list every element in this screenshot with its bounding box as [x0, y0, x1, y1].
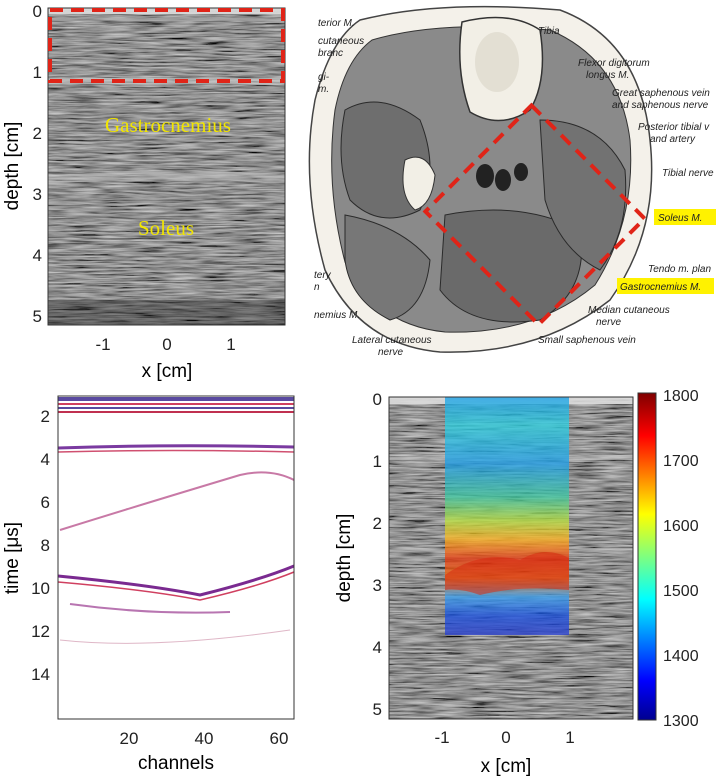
x-tick: 60	[270, 729, 289, 748]
anatomy-label: m.	[318, 84, 329, 95]
gastrocnemius-highlight	[617, 278, 714, 294]
ultrasound-x-label: x [cm]	[142, 361, 193, 382]
y-tick: 4	[373, 638, 382, 657]
anatomy-label: Small saphenous vein	[538, 335, 636, 346]
y-tick: 2	[33, 124, 42, 143]
ultrasound-y-label: depth [cm]	[2, 122, 23, 211]
anatomy-label: nerve	[596, 317, 621, 328]
anatomy-panel: terior M. cutaneous branc gi- m. Tibia F…	[308, 5, 716, 358]
anatomy-label: and artery	[650, 134, 696, 145]
y-tick: 0	[33, 2, 42, 21]
rf-panel: 2 4 6 8 10 12 14 20 40 60 time [μs] chan…	[2, 395, 295, 774]
y-tick: 0	[373, 390, 382, 409]
anatomy-label: and saphenous nerve	[612, 100, 709, 111]
sos-overlay	[445, 397, 569, 635]
colorbar-tick: 1500	[663, 583, 699, 600]
y-tick: 14	[31, 665, 50, 684]
x-tick: 1	[565, 728, 574, 747]
rf-y-ticks: 2 4 6 8 10 12 14	[31, 407, 50, 684]
colorbar-ticks: 1800 1700 1600 1500 1400 1300	[663, 388, 699, 730]
anatomy-label-gastrocnemius: Gastrocnemius M.	[620, 282, 701, 293]
y-tick: 5	[373, 700, 382, 719]
rf-x-label: channels	[138, 753, 214, 774]
y-tick: 8	[41, 536, 50, 555]
x-tick: 20	[120, 729, 139, 748]
colorbar-tick: 1600	[663, 518, 699, 535]
soleus-highlight	[654, 209, 716, 225]
anatomy-label: Tibial nerve	[662, 168, 714, 179]
gastrocnemius-label: Gastrocnemius	[105, 113, 231, 137]
y-tick: 6	[41, 493, 50, 512]
y-tick: 4	[41, 450, 50, 469]
colorbar-tick: 1400	[663, 648, 699, 665]
y-tick: 3	[33, 185, 42, 204]
anatomy-labels: terior M. cutaneous branc gi- m. Tibia F…	[314, 18, 716, 358]
anatomy-label: Flexor digitorum	[578, 58, 650, 69]
y-tick: 1	[373, 452, 382, 471]
x-tick: 1	[226, 335, 235, 354]
anatomy-label: terior M.	[318, 18, 355, 29]
anatomy-label: Great saphenous vein	[612, 88, 710, 99]
rf-y-label: time [μs]	[2, 522, 23, 594]
rf-x-ticks: 20 40 60	[120, 729, 289, 748]
y-tick: 10	[31, 579, 50, 598]
anatomy-label-soleus: Soleus M.	[658, 213, 702, 224]
sos-x-label: x [cm]	[481, 756, 532, 777]
anatomy-label: n	[314, 282, 320, 293]
y-tick: 1	[33, 63, 42, 82]
x-tick: -1	[95, 335, 110, 354]
colorbar	[637, 392, 657, 721]
anatomy-label: nemius M.	[314, 310, 360, 321]
anatomy-label: Posterior tibial v	[638, 122, 710, 133]
x-tick: 0	[501, 728, 510, 747]
fibula-bone	[402, 156, 436, 211]
colorbar-tick: 1700	[663, 453, 699, 470]
colorbar-tick: 1800	[663, 388, 699, 405]
ultrasound-x-ticks: -1 0 1	[95, 335, 235, 354]
y-tick: 5	[33, 307, 42, 326]
roi-box-upper	[48, 8, 285, 83]
anatomy-label: cutaneous	[318, 36, 364, 47]
x-tick: 40	[195, 729, 214, 748]
sos-y-label: depth [cm]	[334, 514, 355, 603]
y-tick: 2	[41, 407, 50, 426]
y-tick: 4	[33, 246, 42, 265]
anatomy-label: nerve	[378, 347, 403, 358]
y-tick: 2	[373, 514, 382, 533]
anatomy-label: tery	[314, 270, 332, 281]
sos-y-ticks: 0 1 2 3 4 5	[373, 390, 382, 719]
anatomy-label: gi-	[318, 72, 330, 83]
ultrasound-panel: Gastrocnemius Soleus 0 1 2 3 4 5 -1 0 1 …	[2, 2, 286, 382]
anatomy-label: Tendo m. plan	[648, 264, 711, 275]
sos-panel: 0 1 2 3 4 5 -1 0 1 depth [cm] x [cm] 180…	[334, 388, 699, 777]
anatomy-label: longus M.	[586, 70, 629, 81]
x-tick: -1	[434, 728, 449, 747]
soleus-label: Soleus	[138, 216, 194, 240]
roi-box-rotated	[422, 102, 648, 328]
y-tick: 3	[373, 576, 382, 595]
y-tick: 12	[31, 622, 50, 641]
anatomy-label: Tibia	[538, 26, 560, 37]
x-tick: 0	[162, 335, 171, 354]
ultrasound-y-ticks: 0 1 2 3 4 5	[33, 2, 42, 326]
anatomy-label: Median cutaneous	[588, 305, 670, 316]
sos-x-ticks: -1 0 1	[434, 728, 574, 747]
anatomy-label: Lateral cutaneous	[352, 335, 432, 346]
anatomy-label: branc	[318, 48, 343, 59]
colorbar-tick: 1300	[663, 713, 699, 730]
